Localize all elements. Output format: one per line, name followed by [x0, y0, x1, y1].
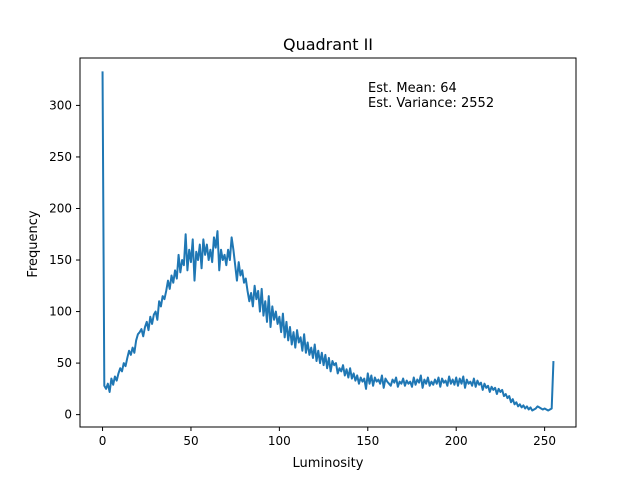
- mean-annotation: Est. Mean: 64: [368, 81, 457, 96]
- x-tick-label: 200: [445, 434, 468, 448]
- x-tick-label: 0: [99, 434, 107, 448]
- y-tick-label: 250: [49, 150, 72, 164]
- chart-title: Quadrant II: [283, 35, 373, 54]
- x-tick-label: 100: [268, 434, 291, 448]
- x-tick-label: 250: [533, 434, 556, 448]
- variance-annotation: Est. Variance: 2552: [368, 96, 494, 111]
- y-tick-label: 300: [49, 98, 72, 112]
- x-tick-label: 150: [356, 434, 379, 448]
- y-tick-label: 200: [49, 201, 72, 215]
- plot-area: [101, 71, 555, 412]
- y-tick-label: 0: [64, 408, 72, 422]
- x-tick-label: 50: [183, 434, 198, 448]
- axes-group: 0 50 100 150 200 250 0 50 100 150 200 250 300: [49, 57, 577, 448]
- y-axis-label: Frequency: [26, 210, 41, 277]
- y-tick-label: 100: [49, 305, 72, 319]
- y-tick-label: 50: [57, 356, 72, 370]
- axes-frame: [79, 57, 577, 428]
- series-line-0: [101, 71, 555, 412]
- x-axis-label: Luminosity: [293, 456, 364, 471]
- y-tick-label: 150: [49, 253, 72, 267]
